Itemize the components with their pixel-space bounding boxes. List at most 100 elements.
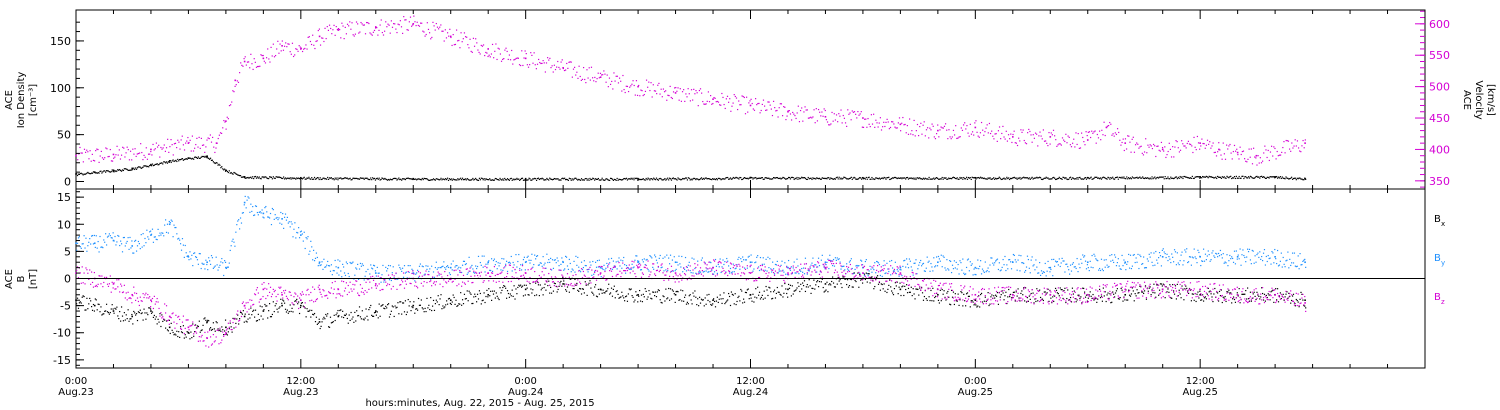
density-point: [918, 177, 920, 180]
density-point: [90, 172, 93, 174]
density-point: [720, 179, 722, 181]
density-point: [1141, 177, 1143, 179]
by-point: [904, 259, 906, 261]
by-point: [294, 222, 296, 224]
by-point: [827, 258, 829, 260]
by-point: [1219, 249, 1222, 252]
bx-point: [148, 307, 150, 309]
by-point: [1179, 260, 1181, 262]
density-point: [533, 178, 535, 180]
density-point: [869, 178, 871, 180]
by-point: [675, 268, 677, 271]
bx-point: [510, 295, 512, 297]
velocity-point: [122, 146, 124, 148]
density-point: [655, 177, 658, 179]
by-point: [253, 214, 255, 217]
bx-point: [595, 295, 598, 297]
bx-point: [878, 281, 881, 284]
density-point: [89, 172, 91, 175]
velocity-point: [1194, 146, 1196, 148]
density-point: [323, 177, 325, 179]
by-point: [1100, 258, 1103, 260]
bx-point: [630, 288, 632, 290]
density-point: [596, 178, 599, 180]
bx-point: [515, 288, 517, 290]
bx-point: [949, 303, 951, 305]
by-point: [1237, 254, 1239, 256]
velocity-point: [919, 125, 921, 128]
velocity-point: [325, 37, 327, 40]
density-point: [1031, 176, 1033, 178]
bx-point: [783, 292, 785, 294]
velocity-point: [485, 51, 487, 54]
density-point: [1301, 178, 1303, 180]
density-point: [1172, 177, 1174, 179]
bx-point: [480, 303, 482, 305]
density-point: [134, 168, 136, 171]
bx-point: [596, 296, 599, 298]
velocity-point: [212, 136, 214, 139]
bx-point: [119, 310, 121, 313]
by-point: [315, 252, 318, 254]
velocity-point: [786, 115, 788, 117]
bx-point: [607, 288, 609, 290]
by-point: [624, 272, 627, 274]
bx-point: [216, 322, 218, 324]
bx-point: [185, 336, 187, 338]
density-point: [872, 178, 874, 180]
by-point: [1143, 267, 1146, 269]
density-point: [534, 177, 536, 180]
velocity-point: [975, 120, 977, 122]
bx-point: [1034, 298, 1036, 300]
velocity-point: [173, 143, 176, 145]
by-point: [952, 268, 955, 270]
bx-point: [490, 290, 492, 292]
bx-point: [486, 289, 488, 292]
bx-point: [524, 294, 526, 296]
by-point: [870, 268, 872, 270]
density-point: [795, 178, 797, 180]
velocity-point: [811, 117, 813, 119]
density-point: [743, 177, 746, 179]
density-point: [891, 177, 894, 179]
velocity-point: [102, 158, 105, 160]
by-point: [479, 261, 481, 264]
density-point: [353, 177, 355, 179]
bx-point: [906, 284, 908, 286]
bx-point: [392, 306, 394, 308]
density-point: [861, 177, 864, 179]
by-point: [932, 270, 934, 272]
velocity-point: [686, 96, 688, 98]
bx-point: [823, 291, 825, 293]
velocity-point: [1204, 147, 1206, 149]
bx-point: [244, 313, 246, 315]
density-point: [991, 178, 993, 180]
density-point: [736, 177, 738, 179]
bx-point: [828, 284, 830, 286]
bx-point: [1076, 299, 1078, 301]
by-point: [1289, 258, 1291, 260]
density-point: [296, 177, 298, 179]
by-point: [540, 262, 542, 264]
bx-point: [1084, 291, 1086, 293]
bx-point: [942, 293, 944, 295]
density-point: [1075, 178, 1077, 180]
velocity-point: [712, 102, 714, 105]
bx-point: [459, 303, 461, 305]
velocity-point: [1128, 135, 1130, 137]
velocity-point: [237, 81, 240, 83]
density-point: [676, 179, 678, 181]
bx-point: [775, 292, 777, 295]
velocity-point: [1032, 134, 1034, 136]
density-point: [999, 177, 1001, 179]
density-point: [224, 170, 227, 172]
by-point: [716, 272, 718, 275]
density-point: [797, 178, 799, 180]
density-point: [1023, 176, 1025, 178]
density-point: [119, 168, 121, 171]
velocity-point: [433, 25, 435, 27]
density-point: [172, 159, 174, 161]
velocity-point: [1164, 146, 1166, 148]
by-point: [944, 267, 946, 269]
density-point: [527, 179, 529, 181]
